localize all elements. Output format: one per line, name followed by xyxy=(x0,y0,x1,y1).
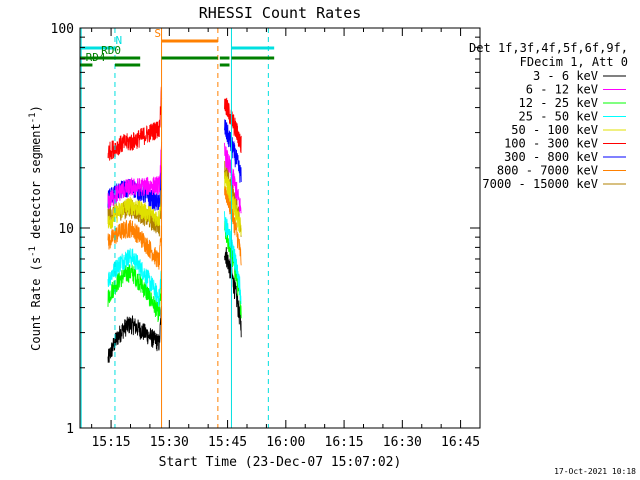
flag-bar-label: RD4 xyxy=(86,51,106,64)
legend-entry-label: 300 - 800 keV xyxy=(504,150,598,164)
x-axis-ticks: 15:15 15:30 15:45 16:00 16:15 16:30 16:45 xyxy=(91,28,480,450)
series-trace-25-50-kev xyxy=(107,211,242,307)
legend-entry-label: 50 - 100 keV xyxy=(511,123,598,137)
plot-area xyxy=(107,86,242,363)
x-axis-label: Start Time (23-Dec-07 15:07:02) xyxy=(159,455,402,470)
series-trace-50-100-kev xyxy=(107,171,242,236)
legend-entry-label: 7000 - 15000 keV xyxy=(482,177,598,191)
y-tick-label: 10 xyxy=(58,222,74,237)
series-trace-3-6-kev xyxy=(107,247,242,363)
x-tick-label: 15:15 xyxy=(91,435,130,450)
series-trace-6-12-kev xyxy=(107,142,242,214)
legend-header-line-1: Det 1f,3f,4f,5f,6f,9f, xyxy=(469,41,628,55)
legend: Det 1f,3f,4f,5f,6f,9f, FDecim 1, Att 0 3… xyxy=(469,41,628,191)
y-axis-label: Count Rate (s-1 detector segment-1) xyxy=(28,105,43,351)
x-tick-label: 16:30 xyxy=(383,435,422,450)
x-tick-label: 15:45 xyxy=(208,435,247,450)
series-trace-100-300-kev xyxy=(107,86,242,161)
x-tick-label: 16:45 xyxy=(441,435,480,450)
legend-header-line-2: FDecim 1, Att 0 xyxy=(520,55,628,69)
y-tick-label: 100 xyxy=(51,22,74,37)
flag-bar-label: S xyxy=(154,27,161,40)
x-tick-label: 16:00 xyxy=(266,435,305,450)
legend-entry-label: 800 - 7000 keV xyxy=(497,164,598,178)
legend-entry-label: 25 - 50 keV xyxy=(519,110,598,124)
legend-entry-label: 6 - 12 keV xyxy=(526,83,598,97)
flag-bar-label: RD0 xyxy=(101,44,121,57)
chart-title: RHESSI Count Rates xyxy=(199,4,362,22)
legend-entry-label: 3 - 6 keV xyxy=(533,69,598,83)
legend-entry-label: 100 - 300 keV xyxy=(504,137,598,151)
flag-bar-label: N xyxy=(116,34,123,47)
y-tick-label: 1 xyxy=(66,422,74,437)
x-tick-label: 16:15 xyxy=(325,435,364,450)
legend-entry-label: 12 - 25 keV xyxy=(519,96,598,110)
y-axis-ticks: 1 10 100 xyxy=(51,22,480,437)
generation-timestamp: 17-Oct-2021 10:18 xyxy=(554,467,636,476)
x-tick-label: 15:30 xyxy=(150,435,189,450)
